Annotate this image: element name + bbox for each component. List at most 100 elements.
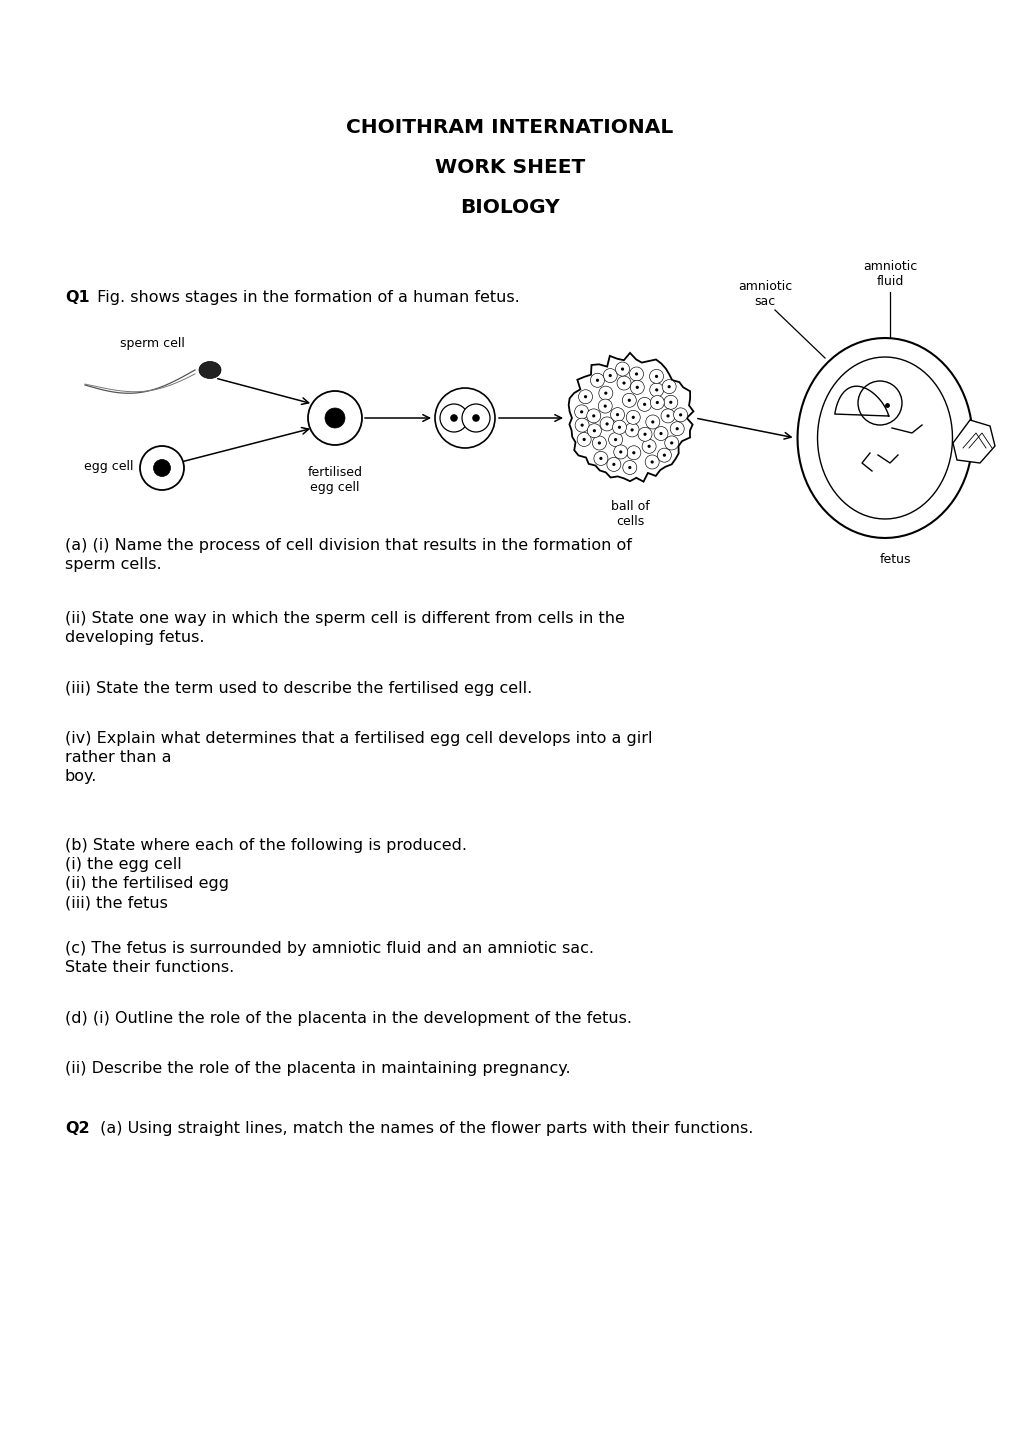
Text: Q1: Q1 [65, 290, 90, 304]
Circle shape [619, 450, 622, 453]
Circle shape [628, 466, 631, 469]
Circle shape [608, 374, 611, 377]
Circle shape [597, 400, 611, 413]
Circle shape [434, 388, 494, 447]
Circle shape [618, 426, 621, 429]
Circle shape [649, 369, 663, 384]
Circle shape [637, 427, 651, 442]
Circle shape [631, 416, 634, 418]
Text: (iv) Explain what determines that a fertilised egg cell develops into a girl
rat: (iv) Explain what determines that a fert… [65, 732, 652, 785]
Circle shape [308, 391, 362, 444]
Circle shape [472, 414, 479, 421]
Polygon shape [569, 354, 693, 482]
Text: WORK SHEET: WORK SHEET [434, 157, 585, 177]
Circle shape [593, 452, 607, 466]
Circle shape [634, 372, 638, 375]
Circle shape [140, 446, 183, 491]
Text: (b) State where each of the following is produced.
(i) the egg cell
(ii) the fer: (b) State where each of the following is… [65, 838, 467, 911]
Circle shape [654, 388, 657, 391]
Polygon shape [816, 356, 952, 519]
Circle shape [626, 410, 640, 424]
Circle shape [668, 401, 672, 404]
Circle shape [592, 436, 605, 450]
Circle shape [627, 446, 640, 460]
Text: Q2: Q2 [65, 1121, 90, 1136]
Text: (a) Using straight lines, match the names of the flower parts with their functio: (a) Using straight lines, match the name… [95, 1121, 753, 1136]
Circle shape [625, 423, 639, 437]
Circle shape [673, 408, 687, 421]
Circle shape [580, 424, 583, 427]
Circle shape [632, 452, 635, 455]
Circle shape [622, 381, 625, 385]
Text: (a) (i) Name the process of cell division that results in the formation of
sperm: (a) (i) Name the process of cell divisio… [65, 538, 631, 573]
Circle shape [602, 368, 616, 382]
Circle shape [577, 433, 591, 446]
Circle shape [655, 401, 658, 404]
Circle shape [613, 444, 627, 459]
Text: egg cell: egg cell [85, 459, 133, 472]
Circle shape [669, 442, 673, 444]
Circle shape [575, 418, 589, 431]
Circle shape [622, 394, 636, 407]
Circle shape [658, 431, 662, 436]
Circle shape [630, 381, 644, 394]
Circle shape [598, 387, 612, 400]
Circle shape [650, 420, 654, 424]
Circle shape [605, 423, 608, 426]
Ellipse shape [199, 362, 221, 378]
Circle shape [645, 416, 659, 429]
Circle shape [611, 463, 614, 466]
Circle shape [586, 408, 600, 423]
Circle shape [650, 460, 653, 463]
Circle shape [635, 385, 638, 390]
Circle shape [621, 368, 624, 371]
Circle shape [614, 362, 629, 377]
Circle shape [637, 397, 651, 411]
Circle shape [449, 414, 458, 421]
Circle shape [610, 407, 624, 421]
Circle shape [595, 378, 598, 382]
Text: (ii) State one way in which the sperm cell is different from cells in the
develo: (ii) State one way in which the sperm ce… [65, 610, 625, 645]
Circle shape [606, 457, 621, 472]
Text: CHOITHRAM INTERNATIONAL: CHOITHRAM INTERNATIONAL [346, 118, 673, 137]
Polygon shape [952, 420, 994, 463]
Text: fertilised
egg cell: fertilised egg cell [307, 466, 362, 494]
Circle shape [615, 413, 619, 416]
Circle shape [627, 398, 631, 403]
Text: (d) (i) Outline the role of the placenta in the development of the fetus.: (d) (i) Outline the role of the placenta… [65, 1012, 632, 1026]
Circle shape [153, 459, 170, 476]
Circle shape [647, 444, 650, 447]
Text: fetus: fetus [878, 553, 910, 566]
Circle shape [679, 413, 682, 417]
Circle shape [650, 395, 663, 410]
Circle shape [643, 433, 646, 436]
Circle shape [656, 449, 671, 462]
Circle shape [592, 429, 595, 433]
Circle shape [603, 391, 607, 395]
Circle shape [599, 457, 602, 460]
Circle shape [582, 437, 585, 442]
Text: sperm cell: sperm cell [120, 338, 184, 351]
Circle shape [462, 404, 489, 431]
Text: amniotic
sac: amniotic sac [737, 280, 792, 307]
Polygon shape [797, 338, 971, 538]
Circle shape [662, 453, 665, 457]
Circle shape [578, 390, 592, 404]
Circle shape [603, 404, 606, 408]
Text: Fig. shows stages in the formation of a human fetus.: Fig. shows stages in the formation of a … [92, 290, 520, 304]
Circle shape [642, 403, 646, 405]
Circle shape [599, 417, 613, 431]
Circle shape [665, 414, 668, 417]
Circle shape [857, 381, 901, 426]
Circle shape [664, 436, 678, 450]
Circle shape [611, 420, 626, 434]
Circle shape [583, 395, 587, 398]
Circle shape [592, 414, 595, 417]
Circle shape [597, 442, 600, 444]
Circle shape [616, 377, 631, 390]
Circle shape [608, 433, 622, 447]
Circle shape [587, 424, 601, 437]
Circle shape [325, 408, 344, 429]
Circle shape [613, 439, 616, 442]
Circle shape [574, 405, 588, 418]
